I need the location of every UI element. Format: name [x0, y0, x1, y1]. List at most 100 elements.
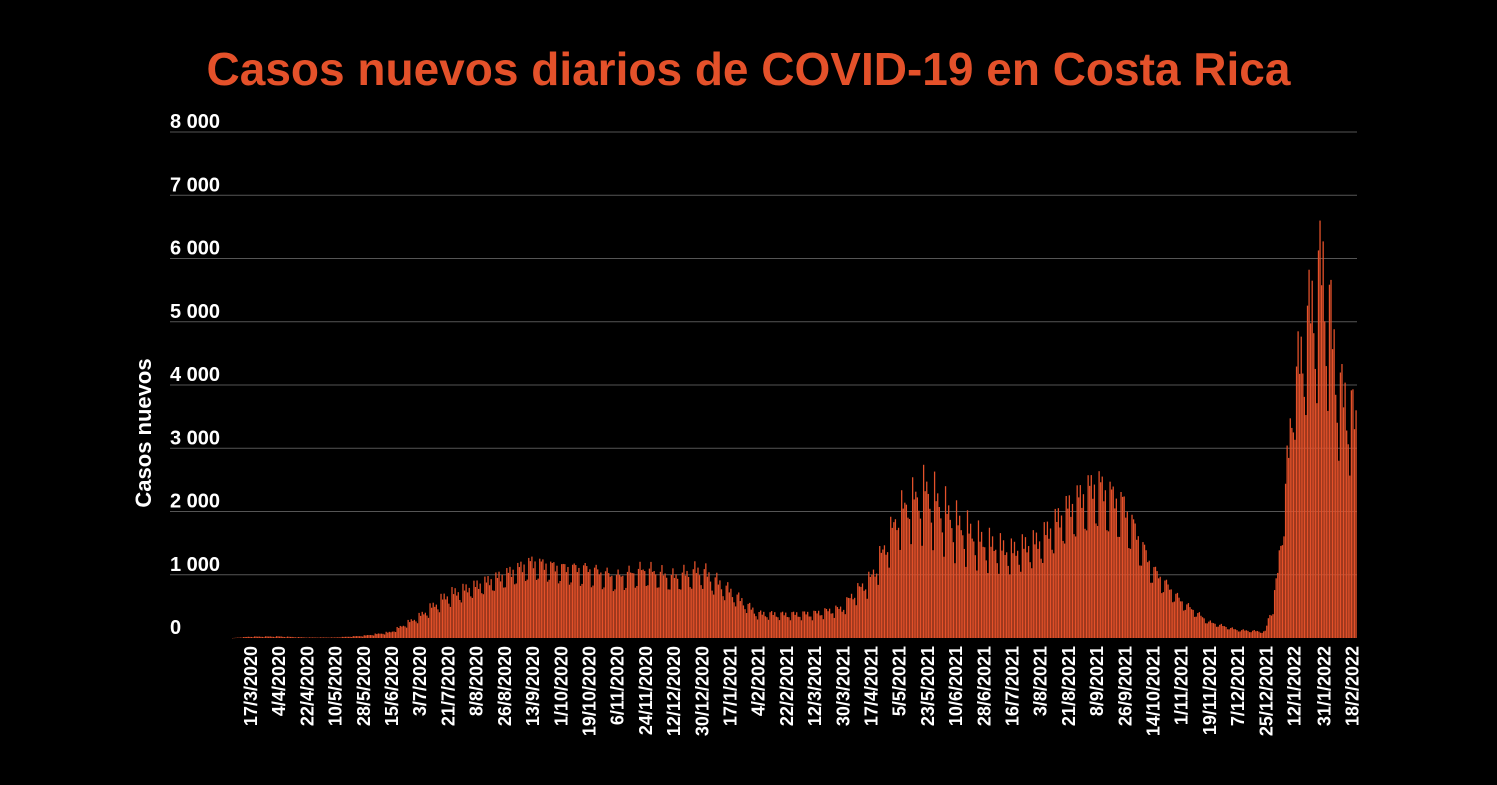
daily-bar — [1247, 630, 1249, 638]
daily-bar — [725, 585, 727, 638]
daily-bar — [680, 589, 682, 638]
daily-bar — [980, 531, 983, 638]
daily-bar — [1134, 523, 1136, 638]
daily-bar — [380, 633, 383, 638]
daily-bar — [890, 516, 892, 638]
daily-bar — [904, 502, 906, 638]
daily-bar — [313, 637, 315, 638]
daily-bar — [1076, 485, 1078, 638]
daily-bar — [976, 570, 978, 638]
daily-bar — [1242, 629, 1244, 638]
daily-bar — [573, 563, 575, 638]
daily-bar — [623, 590, 625, 638]
daily-bar — [662, 575, 665, 638]
daily-bar — [1024, 537, 1027, 638]
daily-bar — [882, 549, 884, 638]
daily-bar — [691, 588, 693, 638]
daily-bar — [774, 612, 776, 638]
daily-bar — [567, 566, 569, 638]
daily-bar — [869, 576, 871, 638]
daily-bar — [1231, 627, 1233, 638]
daily-bar — [1297, 331, 1299, 638]
daily-bar — [1034, 544, 1036, 638]
daily-bar — [394, 632, 397, 638]
daily-bar — [471, 597, 474, 638]
daily-bar — [1226, 629, 1229, 638]
daily-bar — [420, 615, 422, 638]
daily-bar — [319, 637, 322, 638]
daily-bar — [709, 581, 712, 638]
daily-bar — [1194, 616, 1196, 638]
daily-bar — [1273, 590, 1276, 638]
daily-bar — [1032, 530, 1034, 638]
daily-bar — [1350, 390, 1353, 638]
daily-bar — [470, 596, 472, 638]
daily-bar — [1176, 592, 1179, 638]
x-tick-label: 28/5/2020 — [354, 646, 374, 726]
daily-bar — [279, 636, 281, 638]
daily-bar — [283, 636, 285, 638]
daily-bar — [723, 600, 726, 638]
daily-bar — [277, 636, 279, 638]
daily-bar — [597, 569, 599, 638]
daily-bar — [1029, 562, 1031, 638]
daily-bar — [1056, 521, 1058, 638]
daily-bar — [421, 611, 423, 638]
daily-bar — [1305, 415, 1307, 638]
daily-bar — [855, 605, 857, 638]
daily-bar — [606, 567, 608, 638]
daily-bar — [1277, 572, 1279, 638]
daily-bar — [341, 636, 343, 638]
daily-bar — [1090, 475, 1092, 638]
daily-bar — [525, 581, 527, 638]
daily-bar — [1037, 548, 1039, 638]
daily-bar — [1183, 610, 1185, 638]
daily-bar — [1190, 609, 1193, 638]
daily-bar — [498, 571, 500, 638]
daily-bar — [830, 613, 832, 638]
daily-bar — [598, 574, 600, 638]
daily-bar — [531, 556, 533, 638]
daily-bar — [504, 587, 506, 638]
daily-bar — [347, 636, 350, 638]
daily-bar — [543, 569, 546, 638]
y-tick-label: 0 — [170, 617, 181, 639]
daily-bar — [1245, 630, 1248, 638]
daily-bar — [250, 636, 253, 638]
daily-bar — [1035, 532, 1038, 638]
daily-bar — [1335, 394, 1337, 638]
daily-bar — [702, 588, 704, 638]
daily-bar — [1154, 566, 1157, 638]
daily-bar — [297, 637, 300, 638]
daily-bar — [918, 510, 920, 638]
daily-bar — [678, 589, 680, 638]
daily-bar — [692, 569, 694, 638]
daily-bar — [545, 563, 547, 638]
daily-bar — [382, 633, 384, 638]
x-tick-label: 30/3/2021 — [833, 646, 853, 726]
daily-bar — [891, 527, 893, 638]
daily-bar — [446, 596, 448, 638]
daily-bar — [857, 583, 859, 638]
daily-bar — [388, 631, 390, 638]
daily-bar — [1344, 382, 1346, 638]
daily-bar — [766, 617, 768, 638]
x-tick-label: 1/11/2021 — [1172, 646, 1192, 725]
daily-bar — [998, 573, 1000, 638]
daily-bar — [1062, 540, 1064, 638]
daily-bar — [512, 569, 514, 638]
daily-bar — [949, 519, 951, 638]
daily-bar — [1106, 530, 1108, 638]
daily-bar — [593, 567, 596, 638]
daily-bar — [526, 579, 528, 638]
daily-bar — [868, 571, 870, 638]
daily-bar — [755, 616, 757, 638]
daily-bar — [860, 586, 862, 638]
daily-bar — [653, 571, 655, 638]
daily-bar — [1206, 623, 1208, 638]
daily-bar — [962, 535, 964, 638]
daily-bar — [697, 567, 699, 638]
daily-bar — [708, 572, 710, 638]
daily-bar — [369, 635, 372, 638]
daily-bar — [1051, 549, 1053, 638]
